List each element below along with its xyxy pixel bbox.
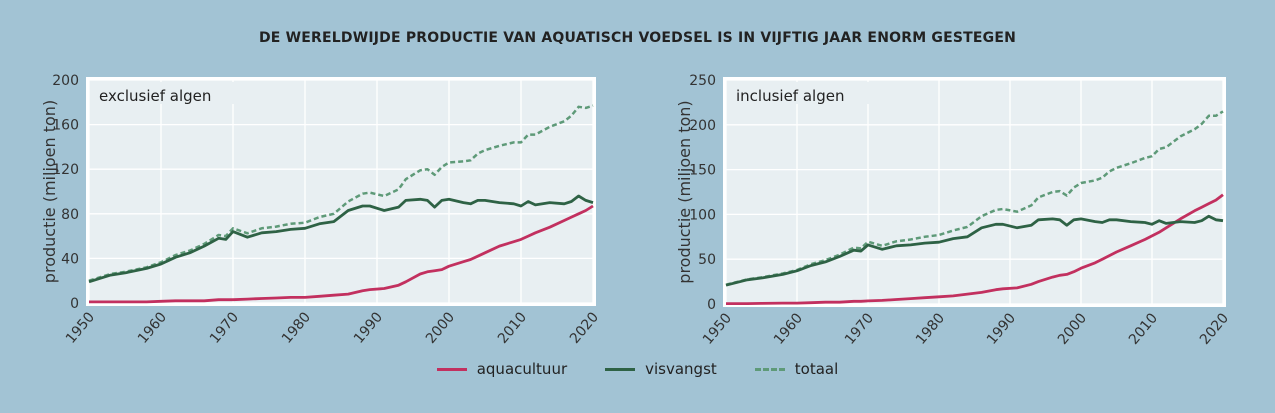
x-tick-label: 2020 — [567, 309, 602, 347]
y-axis-label: productie (miljoen ton) — [40, 100, 59, 283]
x-tick-label: 2020 — [1197, 310, 1232, 348]
y-tick-label: 0 — [70, 296, 79, 312]
series-line-aquacultuur — [726, 193, 1224, 306]
x-tick-label: 1950 — [700, 310, 735, 348]
series-line-visvangst — [725, 214, 1224, 287]
y-axis-label: productie (miljoen ton) — [675, 100, 694, 283]
y-tick-label: 200 — [689, 118, 716, 134]
panel-label-bg — [91, 82, 241, 104]
y-tick-label: 150 — [689, 163, 716, 179]
y-tick-label: 120 — [52, 162, 79, 178]
series-line-totaal — [88, 104, 594, 282]
y-tick-label: 0 — [707, 297, 716, 313]
panel-label-bg — [728, 82, 878, 104]
plot-area — [89, 80, 593, 303]
x-tick-label: 1970 — [207, 309, 242, 347]
legend-label: totaal — [794, 360, 839, 378]
panel-inclusief: 0 50 100 150 200 250 1950 1960 1970 1980 1990 2000 2… — [675, 73, 1232, 348]
legend-item-aquacultuur: aquacultuur — [436, 360, 568, 378]
y-tick-label: 40 — [61, 251, 79, 267]
legend-swatch-aquacultuur — [436, 367, 467, 371]
series-line-visvangst — [88, 194, 594, 284]
x-tick-label: 2010 — [495, 309, 530, 347]
legend-label: visvangst — [645, 360, 717, 378]
x-tick-label: 1990 — [351, 309, 386, 347]
x-tick-label: 1980 — [913, 310, 948, 348]
x-tick-label: 1990 — [984, 310, 1019, 348]
x-tick-label: 2000 — [1055, 310, 1090, 348]
x-tick-label: 2010 — [1126, 310, 1161, 348]
y-tick-label: 50 — [698, 252, 716, 268]
x-tick-label: 1970 — [842, 310, 877, 348]
panel-label: inclusief algen — [736, 87, 844, 105]
x-tick-label: 2000 — [423, 309, 458, 347]
legend-item-totaal: totaal — [754, 360, 839, 378]
chart-title: DE WERELDWIJDE PRODUCTIE VAN AQUATISCH V… — [258, 30, 1017, 46]
x-tick-label: 1980 — [279, 309, 314, 347]
y-tick-label: 80 — [61, 207, 79, 223]
x-tick-label: 1960 — [771, 310, 806, 348]
panel-label: exclusief algen — [99, 87, 211, 105]
legend: aquacultuur visvangst totaal — [0, 360, 1275, 378]
series-line-totaal — [725, 110, 1224, 286]
x-tick-label: 1950 — [63, 309, 98, 347]
y-tick-label: 160 — [52, 118, 79, 134]
legend-item-visvangst: visvangst — [605, 360, 717, 378]
panel-exclusief: 0 40 80 120 160 200 1950 1960 1970 1980 1990 2000 20… — [40, 73, 602, 347]
x-tick-label: 1960 — [135, 309, 170, 347]
legend-swatch-visvangst — [605, 367, 636, 371]
y-tick-label: 200 — [52, 73, 79, 89]
legend-swatch-totaal — [754, 367, 785, 371]
y-tick-label: 250 — [689, 73, 716, 89]
legend-label: aquacultuur — [476, 360, 568, 378]
series-line-aquacultuur — [89, 204, 594, 304]
y-tick-label: 100 — [689, 207, 716, 223]
